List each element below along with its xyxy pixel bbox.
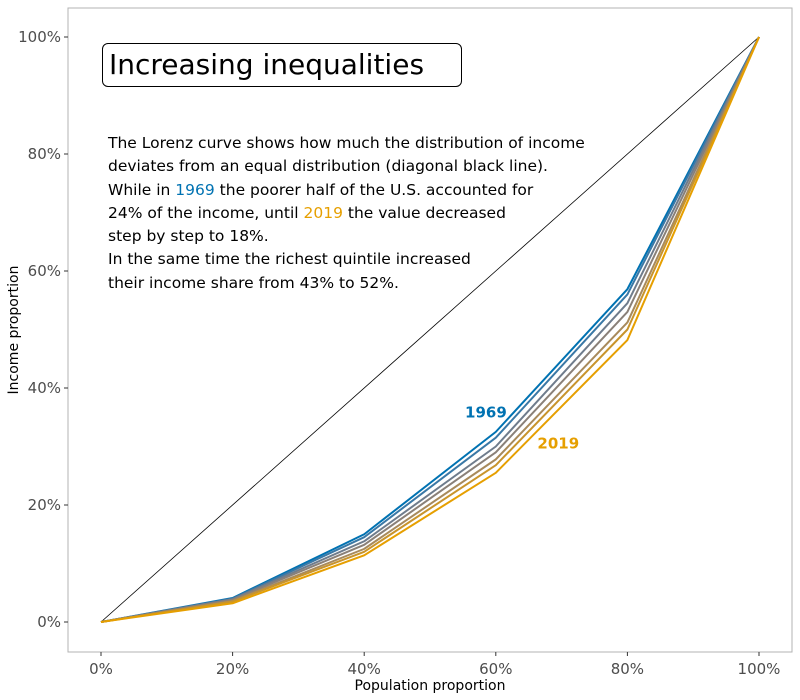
equality-line xyxy=(100,36,760,623)
lorenz-curve-6 xyxy=(100,36,760,623)
annotation-line: The Lorenz curve shows how much the dist… xyxy=(108,134,585,152)
x-tick-label: 60% xyxy=(479,660,512,678)
annotation-segment: the poorer half of the U.S. accounted fo… xyxy=(214,180,534,199)
lorenz-curve-2019 xyxy=(100,36,760,623)
annotation-segment: the value decreased xyxy=(342,203,506,222)
series-label-2019: 2019 xyxy=(537,434,579,452)
y-tick-label: 0% xyxy=(37,613,61,631)
series-labels: 1969 2019 xyxy=(465,403,579,452)
annotation-segment: While in xyxy=(108,180,176,199)
x-axis-ticks: 0% 20% 40% 60% 80% 100% xyxy=(89,652,780,678)
year-2019-highlight: 2019 xyxy=(303,203,343,222)
annotation-text: The Lorenz curve shows how much the dist… xyxy=(108,132,608,295)
annotation-line: While in 1969 the poorer half of the U.S… xyxy=(108,179,608,202)
annotation-line: In the same time the richest quintile in… xyxy=(108,250,471,269)
annotation-line: step by step to 18%. xyxy=(108,227,269,246)
annotation-line: their income share from 43% to 52%. xyxy=(108,273,399,292)
annotation-line: deviates from an equal distribution (dia… xyxy=(108,157,548,176)
x-tick-label: 0% xyxy=(89,660,113,678)
chart-title-box: Increasing inequalities xyxy=(102,43,462,87)
year-1969-highlight: 1969 xyxy=(175,180,215,199)
x-tick-label: 100% xyxy=(738,660,781,678)
annotation-segment: 24% of the income, until xyxy=(108,203,304,222)
y-tick-label: 80% xyxy=(28,145,61,163)
y-tick-label: 100% xyxy=(18,28,61,46)
chart-title: Increasing inequalities xyxy=(109,48,425,81)
x-tick-label: 40% xyxy=(348,660,381,678)
x-tick-label: 80% xyxy=(611,660,644,678)
y-axis-ticks: 0% 20% 40% 60% 80% 100% xyxy=(18,28,68,631)
series-label-1969: 1969 xyxy=(465,403,507,421)
x-tick-label: 20% xyxy=(216,660,249,678)
y-tick-label: 60% xyxy=(28,262,61,280)
y-tick-label: 40% xyxy=(28,379,61,397)
series-layer xyxy=(100,36,760,623)
x-axis-label: Population proportion xyxy=(355,678,506,694)
y-tick-label: 20% xyxy=(28,496,61,514)
annotation-line: 24% of the income, until 2019 the value … xyxy=(108,202,608,225)
y-axis-label: Income proportion xyxy=(6,266,22,395)
